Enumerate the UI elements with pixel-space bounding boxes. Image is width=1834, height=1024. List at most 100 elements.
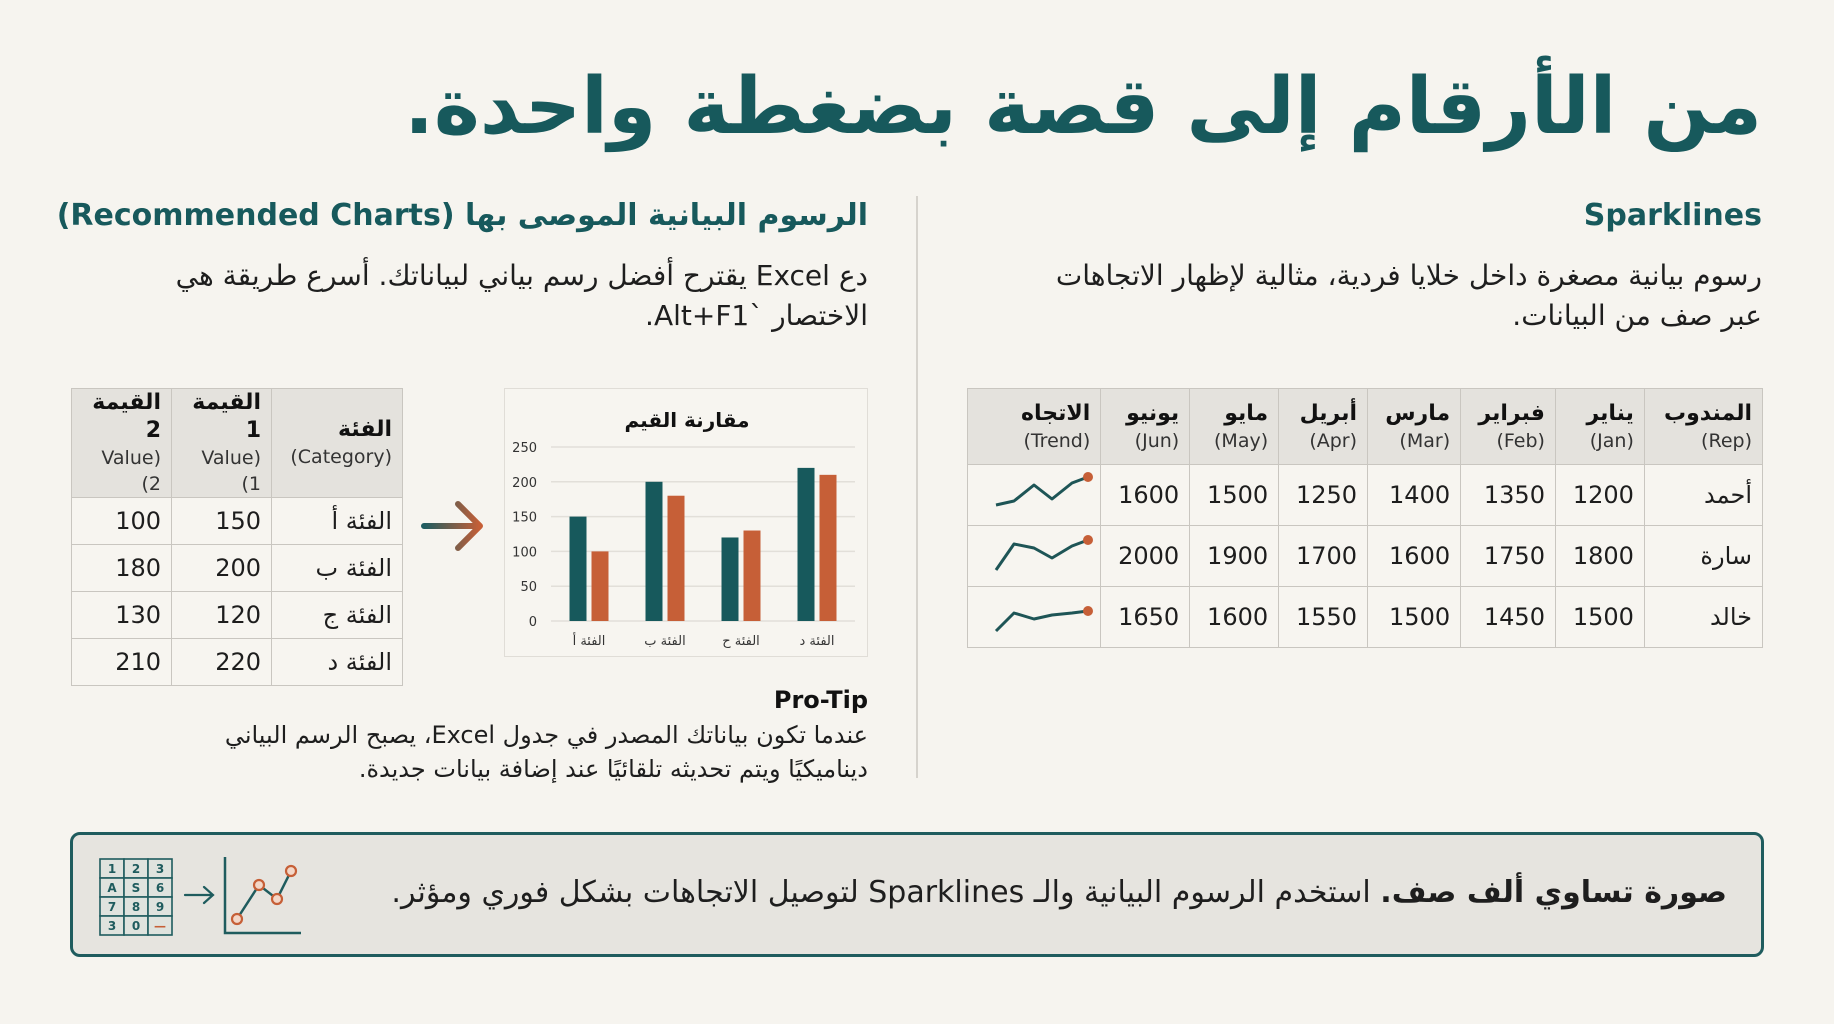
rep-cell[interactable]: خالد: [1643, 586, 1764, 648]
line-chart-icon: [223, 857, 301, 935]
column-divider: [916, 196, 918, 778]
recommended-charts-description: دع Excel يقترح أفضل رسم بياني لبياناتك. …: [88, 256, 868, 336]
source-data-table: الفئة (Category) القيمة 1 (Value 1) القيمة…: [71, 388, 403, 686]
x-tick-label: الفئة أ: [573, 632, 606, 649]
value-cell[interactable]: 1200: [1554, 464, 1645, 526]
table-row: سارة 1800 1750 1600 1700 1900 2000: [966, 525, 1764, 587]
chart-bar[interactable]: [721, 537, 739, 621]
table-row: الفئة د 220 210: [71, 638, 403, 686]
value-cell[interactable]: 1700: [1278, 525, 1369, 587]
value1-cell[interactable]: 120: [171, 591, 272, 639]
value-cell[interactable]: 1650: [1100, 586, 1191, 648]
arrow-right-icon: [183, 885, 215, 905]
y-tick-label: 250: [512, 441, 537, 456]
table-row: الفئة ب 200 180: [71, 544, 403, 592]
arrow-right-icon: [421, 501, 483, 551]
value-cell[interactable]: 1250: [1278, 464, 1369, 526]
rep-cell[interactable]: أحمد: [1643, 464, 1764, 526]
svg-text:8: 8: [132, 900, 140, 914]
svg-text:6: 6: [156, 881, 164, 895]
chart-canvas: مقارنة القيم 0 50 100 150 200 250 الفئة أ الفئة …: [512, 408, 855, 649]
value-cell[interactable]: 1350: [1460, 464, 1556, 526]
svg-text:A: A: [107, 881, 117, 895]
sparklines-description-line1: رسوم بيانية مصغرة داخل خلايا فردية، مثال…: [1055, 259, 1762, 292]
value-cell[interactable]: 1500: [1189, 464, 1280, 526]
svg-text:—: —: [154, 919, 166, 933]
sparkline-icon: [995, 472, 1094, 507]
chart-bar[interactable]: [569, 516, 587, 621]
x-tick-label: الفئة د: [800, 634, 835, 649]
value1-cell[interactable]: 200: [171, 544, 272, 592]
header-value2: القيمة 2 (Value 2): [71, 388, 172, 498]
value-cell[interactable]: 1400: [1367, 464, 1462, 526]
value2-cell[interactable]: 100: [71, 497, 172, 545]
value-cell[interactable]: 1500: [1367, 586, 1462, 648]
chart-bar[interactable]: [819, 474, 837, 621]
trend-cell[interactable]: [966, 586, 1102, 648]
trend-cell[interactable]: [966, 464, 1102, 526]
pro-tip-text: عندما تكون بياناتك المصدر في جدول Excel،…: [168, 718, 868, 786]
header-jan: يناير (Jan): [1554, 388, 1645, 465]
value1-cell[interactable]: 220: [171, 638, 272, 686]
svg-text:7: 7: [108, 900, 116, 914]
value-cell[interactable]: 1600: [1100, 464, 1191, 526]
trend-cell[interactable]: [966, 525, 1102, 587]
chart-bar[interactable]: [645, 481, 663, 621]
value-cell[interactable]: 1600: [1189, 586, 1280, 648]
chart-bar[interactable]: [667, 495, 685, 621]
pro-tip-line1: عندما تكون بياناتك المصدر في جدول Excel،…: [224, 721, 868, 749]
banner-bold-text: صورة تساوي ألف صف.: [1380, 875, 1727, 910]
header-feb: فبراير (Feb): [1460, 388, 1556, 465]
value-cell[interactable]: 2000: [1100, 525, 1191, 587]
header-trend: الاتجاه (Trend): [966, 388, 1102, 465]
y-tick-label: 200: [512, 476, 537, 491]
x-tick-label: الفئة ب: [644, 634, 685, 649]
value-cell[interactable]: 1450: [1460, 586, 1556, 648]
recommended-description-line2: الاختصار `Alt+F1.: [645, 299, 868, 332]
column-chart[interactable]: مقارنة القيم 0 50 100 150 200 250 الفئة أ الفئة …: [504, 388, 868, 657]
value-cell[interactable]: 1600: [1367, 525, 1462, 587]
chart-bar[interactable]: [591, 551, 609, 621]
y-tick-label: 150: [512, 511, 537, 526]
table-row: أحمد 1200 1350 1400 1250 1500 1600: [966, 464, 1764, 526]
banner-message: صورة تساوي ألف صف. استخدم الرسوم البياني…: [391, 875, 1727, 910]
category-cell[interactable]: الفئة د: [271, 638, 403, 686]
sparkline-icon: [995, 535, 1094, 571]
header-category: الفئة (Category): [271, 388, 403, 498]
header-value1: القيمة 1 (Value 1): [171, 388, 272, 498]
sparklines-heading: Sparklines: [1583, 198, 1762, 233]
sparklines-description-line2: عبر صف من البيانات.: [1512, 299, 1762, 332]
value2-cell[interactable]: 210: [71, 638, 172, 686]
svg-text:3: 3: [108, 919, 116, 933]
value2-cell[interactable]: 180: [71, 544, 172, 592]
svg-text:2: 2: [132, 862, 140, 876]
value-cell[interactable]: 1500: [1554, 586, 1645, 648]
header-mar: مارس (Mar): [1367, 388, 1462, 465]
svg-text:9: 9: [156, 900, 164, 914]
table-row: الفئة ج 120 130: [71, 591, 403, 639]
value2-cell[interactable]: 130: [71, 591, 172, 639]
category-cell[interactable]: الفئة ج: [271, 591, 403, 639]
category-cell[interactable]: الفئة أ: [271, 497, 403, 545]
value1-cell[interactable]: 150: [171, 497, 272, 545]
pro-tip-heading: Pro-Tip: [773, 686, 868, 714]
table-row: الفئة أ 150 100: [71, 497, 403, 545]
chart-bar[interactable]: [743, 530, 761, 621]
y-tick-label: 0: [529, 615, 537, 630]
svg-text:3: 3: [156, 862, 164, 876]
chart-bar[interactable]: [797, 467, 815, 621]
rep-cell[interactable]: سارة: [1643, 525, 1764, 587]
svg-text:1: 1: [108, 862, 116, 876]
value-cell[interactable]: 1550: [1278, 586, 1369, 648]
value-cell[interactable]: 1900: [1189, 525, 1280, 587]
summary-banner: 1 2 3 A S 6 7 8 9 3 0 — صورة تساوي ألف صف. استخدم ا…: [70, 832, 1764, 957]
sparklines-table-header: المندوب (Rep) يناير (Jan) فبراير (Feb) مارس…: [966, 388, 1764, 465]
y-tick-label: 50: [520, 580, 537, 595]
value-cell[interactable]: 1750: [1460, 525, 1556, 587]
sparklines-table: المندوب (Rep) يناير (Jan) فبراير (Feb) مارس…: [966, 388, 1764, 648]
page-title: من الأرقام إلى قصة بضغطة واحدة.: [404, 62, 1763, 152]
category-cell[interactable]: الفئة ب: [271, 544, 403, 592]
value-cell[interactable]: 1800: [1554, 525, 1645, 587]
recommended-description-line1: دع Excel يقترح أفضل رسم بياني لبياناتك. …: [175, 259, 868, 292]
header-may: مايو (May): [1189, 388, 1280, 465]
